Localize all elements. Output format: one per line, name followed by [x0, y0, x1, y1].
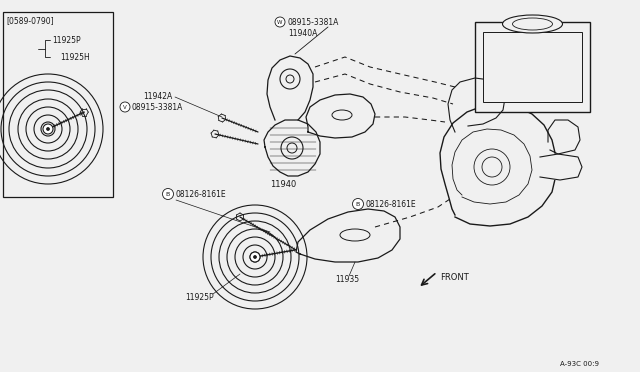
Circle shape	[47, 128, 49, 131]
Circle shape	[120, 102, 130, 112]
Polygon shape	[306, 94, 375, 138]
Circle shape	[163, 189, 173, 199]
Bar	[475, 22, 590, 112]
Text: 08126-8161E: 08126-8161E	[176, 189, 227, 199]
Bar	[483, 32, 582, 102]
Text: B: B	[356, 202, 360, 206]
Text: 11935: 11935	[335, 276, 359, 285]
Text: 11925P: 11925P	[52, 35, 81, 45]
Bar	[3, 12, 113, 197]
Ellipse shape	[513, 18, 552, 30]
Text: 08126-8161E: 08126-8161E	[366, 199, 417, 208]
Polygon shape	[267, 56, 313, 120]
Circle shape	[275, 17, 285, 27]
Circle shape	[43, 124, 53, 134]
Text: [0589-0790]: [0589-0790]	[6, 16, 54, 26]
Text: 11942A: 11942A	[143, 92, 172, 100]
Text: 11925H: 11925H	[60, 52, 90, 61]
Polygon shape	[548, 120, 580, 154]
Text: FRONT: FRONT	[440, 273, 468, 282]
Polygon shape	[264, 120, 320, 176]
Polygon shape	[448, 78, 505, 132]
Text: 08915-3381A: 08915-3381A	[132, 103, 184, 112]
Polygon shape	[296, 209, 400, 262]
Ellipse shape	[332, 110, 352, 120]
Text: 11940: 11940	[270, 180, 296, 189]
Text: 11925P: 11925P	[185, 292, 214, 301]
Circle shape	[250, 252, 260, 262]
Polygon shape	[540, 154, 582, 180]
Text: B: B	[166, 192, 170, 196]
Text: V: V	[123, 105, 127, 109]
Text: A-93C 00:9: A-93C 00:9	[560, 361, 599, 367]
Polygon shape	[440, 104, 556, 226]
Text: 08915-3381A: 08915-3381A	[288, 17, 339, 26]
Ellipse shape	[502, 15, 563, 33]
Text: W: W	[277, 19, 283, 25]
Circle shape	[353, 199, 364, 209]
Ellipse shape	[340, 229, 370, 241]
Circle shape	[253, 256, 257, 259]
Text: 11940A: 11940A	[288, 29, 317, 38]
